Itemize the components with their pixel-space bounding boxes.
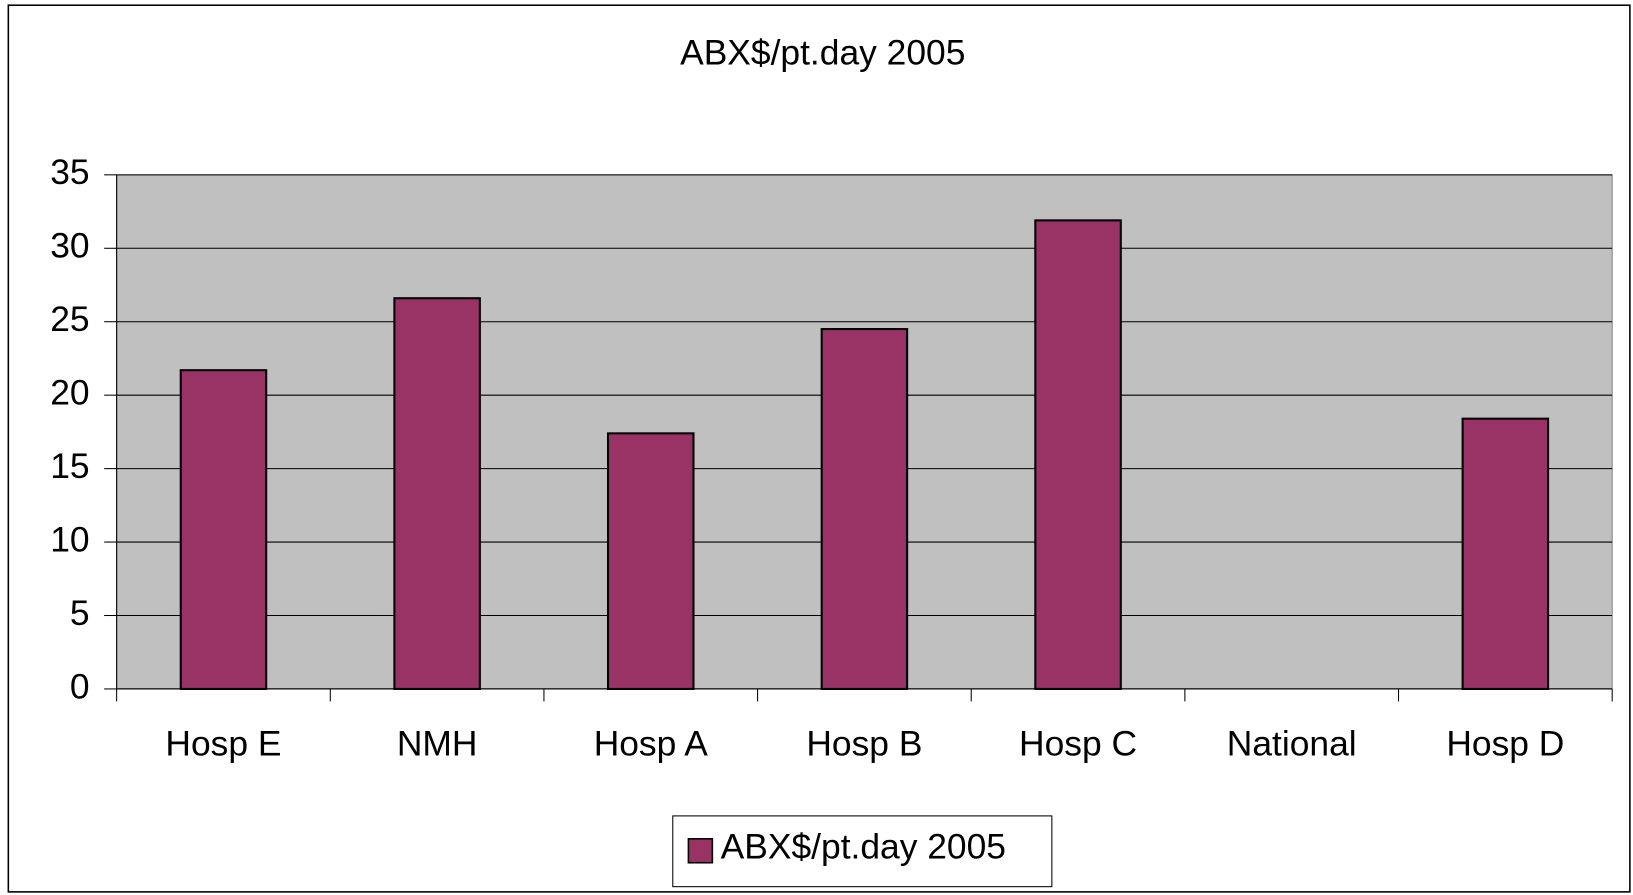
chart-title: ABX$/pt.day 2005 [680,34,965,73]
x-tick-label: Hosp D [1446,725,1564,764]
x-tick-label: National [1227,725,1357,764]
y-tick-label: 30 [50,227,89,266]
x-tick-label: Hosp A [594,725,708,764]
bar [393,297,481,690]
bar [820,328,909,690]
x-tick-label: Hosp E [165,725,281,764]
x-tick-label: Hosp B [806,725,922,764]
y-tick-label: 25 [50,300,89,339]
y-tick-label: 35 [50,153,89,192]
legend-swatch [687,838,714,864]
bar [1461,417,1550,690]
y-tick-label: 15 [50,447,89,486]
y-tick-label: 0 [70,667,90,706]
bar [1034,219,1122,690]
x-tick-label: Hosp C [1019,725,1137,764]
y-tick-label: 5 [70,594,90,633]
y-tick-label: 10 [50,520,89,559]
bar [179,369,268,690]
bar [606,432,695,690]
legend-label: ABX$/pt.day 2005 [721,828,1006,867]
legend-box [672,815,1053,888]
y-tick-label: 20 [50,374,89,413]
x-tick-label: NMH [397,725,478,764]
